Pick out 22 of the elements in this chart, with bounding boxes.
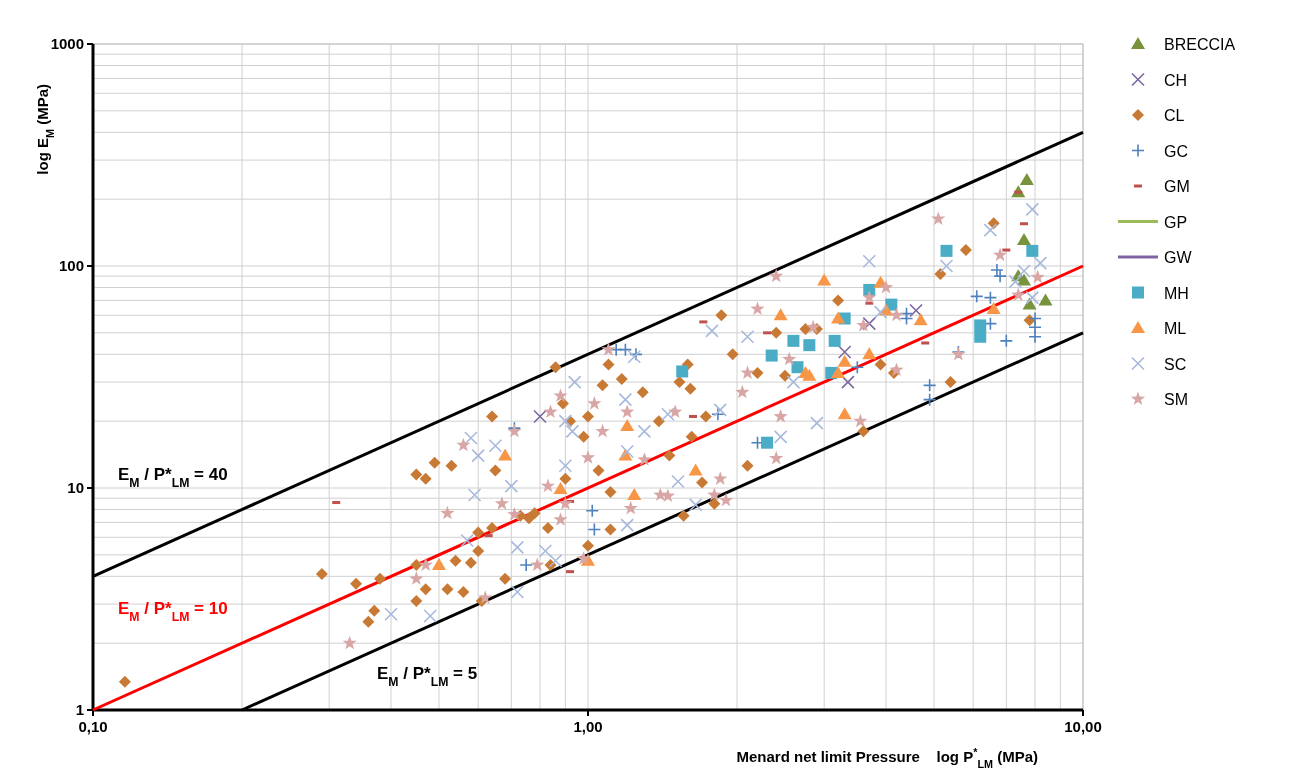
legend-label: CL — [1164, 107, 1185, 124]
legend-label: GM — [1164, 178, 1190, 195]
series-label: E$_{M}$ / P*$_{LM}$ = 5 — [377, 664, 478, 690]
x-axis-title: Menard net limit Pressure log P$^{*}$$_{LM}$ (MPa) — [736, 746, 1038, 770]
legend-label: MH — [1164, 284, 1189, 302]
x-tick-label: 0,10 — [78, 718, 108, 735]
legend-label: SC — [1164, 355, 1187, 373]
legend-label: GC — [1164, 142, 1188, 160]
legend-label: CH — [1164, 71, 1188, 89]
legend-label: ML — [1164, 320, 1187, 337]
legend-label: GP — [1164, 213, 1188, 231]
legend-label: BRECCIA — [1164, 36, 1236, 53]
series-label: E$_{M}$ / P*$_{LM}$ = 10 — [118, 598, 228, 624]
y-tick-label: 1 — [75, 701, 84, 718]
y-tick-label: 100 — [58, 257, 84, 274]
legend-label: SM — [1164, 391, 1188, 408]
series-label: E$_{M}$ / P*$_{LM}$ = 40 — [118, 465, 228, 491]
y-tick-label: 1000 — [50, 35, 84, 52]
y-tick-label: 10 — [67, 479, 84, 496]
x-tick-label: 1,00 — [573, 718, 603, 735]
x-tick-label: 10,00 — [1064, 718, 1102, 735]
legend-label: GW — [1164, 249, 1193, 266]
